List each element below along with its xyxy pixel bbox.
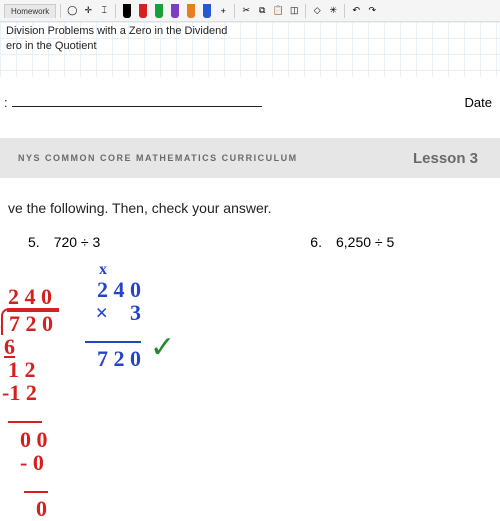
separator xyxy=(305,4,306,18)
paste-icon[interactable]: 📋 xyxy=(271,4,285,18)
lasso-icon[interactable]: ◯ xyxy=(65,4,79,18)
problems-row: 5. 720 ÷ 3 6. 6,250 ÷ 5 xyxy=(28,234,500,250)
banner-right-text: Lesson 3 xyxy=(413,150,478,167)
undo-icon[interactable]: ↶ xyxy=(349,4,363,18)
marker-purple[interactable] xyxy=(168,4,182,18)
marker-red[interactable] xyxy=(136,4,150,18)
title-line-2: ero in the Quotient xyxy=(6,39,227,54)
toolbar: Homework ◯ ✛ ⌶ + ✂ ⧉ 📋 ◫ ◇ ✳ ↶ ↷ xyxy=(0,0,500,22)
name-field: : xyxy=(4,95,500,110)
text-icon[interactable]: ⌶ xyxy=(97,4,111,18)
curriculum-banner: NYS COMMON CORE MATHEMATICS CURRICULUM L… xyxy=(0,138,500,178)
shape-icon[interactable]: ◫ xyxy=(287,4,301,18)
problem-5-text: 720 ÷ 3 xyxy=(54,234,101,250)
instruction-text: ve the following. Then, check your answe… xyxy=(8,200,500,216)
separator xyxy=(234,4,235,18)
worksheet-page: : Date NYS COMMON CORE MATHEMATICS CURRI… xyxy=(0,85,500,500)
marker-black[interactable] xyxy=(120,4,134,18)
cut-icon[interactable]: ✂ xyxy=(239,4,253,18)
problem-6-number: 6. xyxy=(310,234,322,250)
add-icon[interactable]: + xyxy=(216,4,230,18)
separator xyxy=(60,4,61,18)
problem-6: 6. 6,250 ÷ 5 xyxy=(310,234,394,250)
name-blank[interactable] xyxy=(12,106,262,107)
redo-icon[interactable]: ↷ xyxy=(365,4,379,18)
eraser-icon[interactable]: ◇ xyxy=(310,4,324,18)
separator xyxy=(344,4,345,18)
date-label: Date xyxy=(465,95,492,110)
tab-homework[interactable]: Homework xyxy=(4,4,56,18)
document-title: Division Problems with a Zero in the Div… xyxy=(6,24,227,55)
problem-5: 5. 720 ÷ 3 xyxy=(28,234,100,250)
separator xyxy=(115,4,116,18)
clear-icon[interactable]: ✳ xyxy=(326,4,340,18)
problem-5-number: 5. xyxy=(28,234,40,250)
marker-green[interactable] xyxy=(152,4,166,18)
problem-6-text: 6,250 ÷ 5 xyxy=(336,234,394,250)
step-6: 0 xyxy=(36,497,59,520)
title-line-1: Division Problems with a Zero in the Div… xyxy=(6,24,227,39)
banner-left-text: NYS COMMON CORE MATHEMATICS CURRICULUM xyxy=(18,153,298,163)
marker-blue[interactable] xyxy=(200,4,214,18)
marker-orange[interactable] xyxy=(184,4,198,18)
name-label: : xyxy=(4,95,8,110)
cursor-icon[interactable]: ✛ xyxy=(81,4,95,18)
copy-icon[interactable]: ⧉ xyxy=(255,4,269,18)
